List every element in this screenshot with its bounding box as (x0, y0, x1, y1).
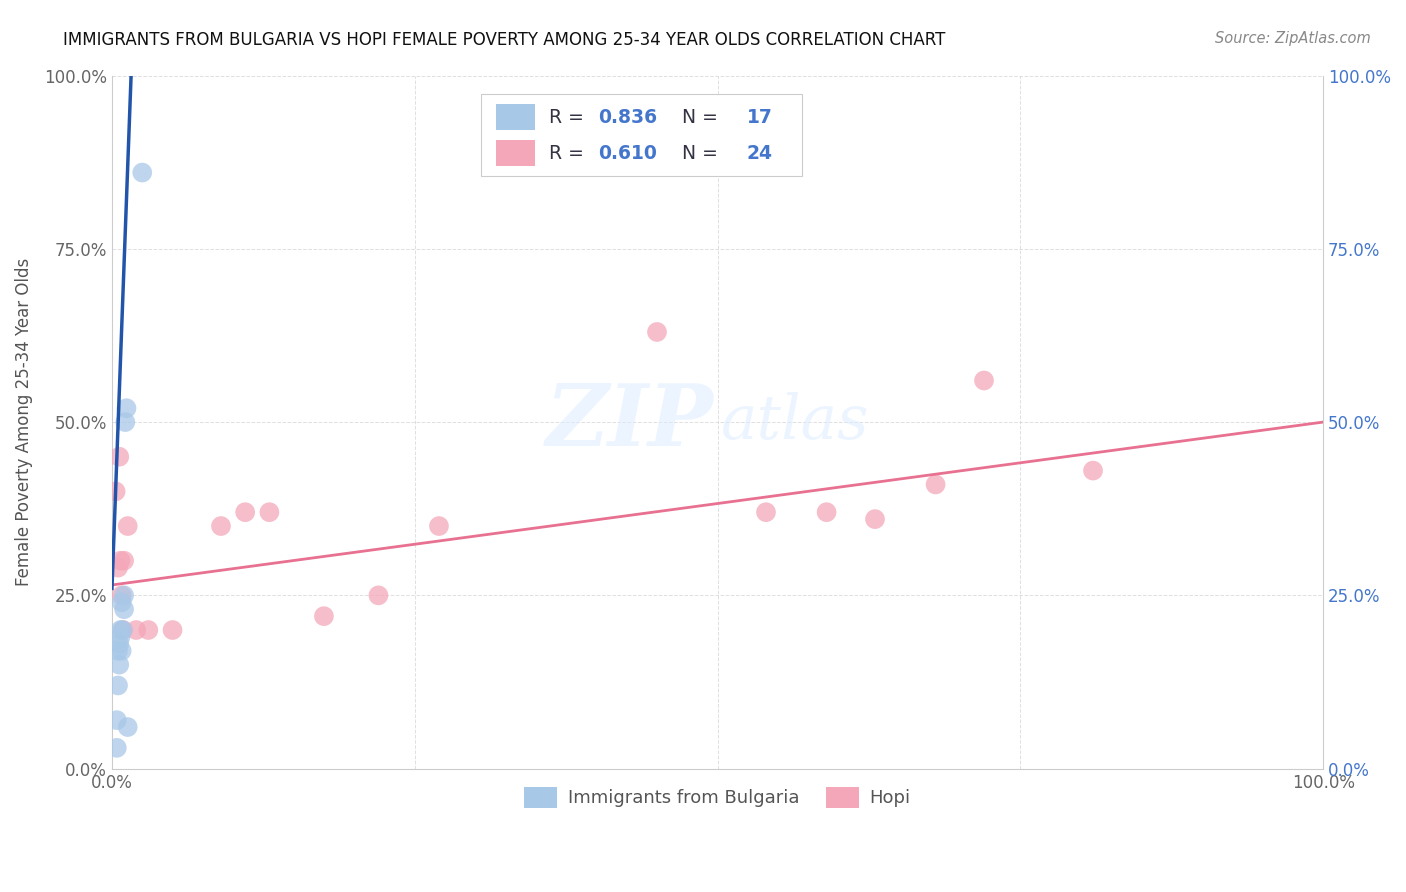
Text: IMMIGRANTS FROM BULGARIA VS HOPI FEMALE POVERTY AMONG 25-34 YEAR OLDS CORRELATIO: IMMIGRANTS FROM BULGARIA VS HOPI FEMALE … (63, 31, 946, 49)
Point (107, 678, 129, 692)
Point (924, 477, 946, 491)
Point (107, 560, 129, 574)
Point (233, 505, 256, 519)
Point (108, 450, 131, 464)
Point (108, 657, 131, 672)
Point (111, 623, 134, 637)
Point (115, 401, 138, 416)
Text: N =: N = (664, 108, 724, 127)
Text: 0.610: 0.610 (598, 144, 657, 162)
Point (112, 554, 135, 568)
Legend: Immigrants from Bulgaria, Hopi: Immigrants from Bulgaria, Hopi (517, 780, 918, 815)
Point (105, 740, 128, 755)
Point (111, 644, 134, 658)
Point (367, 588, 389, 602)
Point (111, 588, 134, 602)
Point (117, 720, 139, 734)
Point (104, 484, 127, 499)
Point (259, 505, 281, 519)
Point (815, 505, 838, 519)
Point (863, 512, 886, 526)
Text: atlas: atlas (721, 392, 870, 452)
Point (209, 519, 232, 533)
Text: ZIP: ZIP (546, 380, 714, 464)
Point (105, 713, 128, 727)
Text: N =: N = (664, 144, 724, 162)
Point (110, 623, 132, 637)
Y-axis label: Female Poverty Among 25-34 Year Olds: Female Poverty Among 25-34 Year Olds (15, 258, 32, 586)
Point (112, 602, 135, 616)
Point (111, 623, 134, 637)
Point (111, 595, 134, 609)
Text: 17: 17 (747, 108, 772, 127)
Point (112, 588, 135, 602)
Point (427, 519, 450, 533)
Point (117, 519, 139, 533)
Text: Source: ZipAtlas.com: Source: ZipAtlas.com (1215, 31, 1371, 46)
Text: 24: 24 (747, 144, 773, 162)
Point (136, 623, 159, 637)
Text: R =: R = (550, 144, 591, 162)
Point (162, 623, 184, 637)
Point (131, 165, 153, 179)
Point (973, 374, 995, 388)
Point (755, 505, 778, 519)
Text: 0.836: 0.836 (598, 108, 657, 127)
Point (110, 630, 132, 644)
Point (645, 325, 668, 339)
FancyBboxPatch shape (481, 95, 803, 176)
Point (110, 554, 132, 568)
Point (114, 415, 136, 429)
Text: R =: R = (550, 108, 591, 127)
Point (125, 623, 148, 637)
Point (107, 644, 129, 658)
FancyBboxPatch shape (496, 104, 534, 130)
Point (108, 637, 131, 651)
Point (1081, 464, 1104, 478)
FancyBboxPatch shape (496, 140, 534, 166)
Point (312, 609, 335, 624)
